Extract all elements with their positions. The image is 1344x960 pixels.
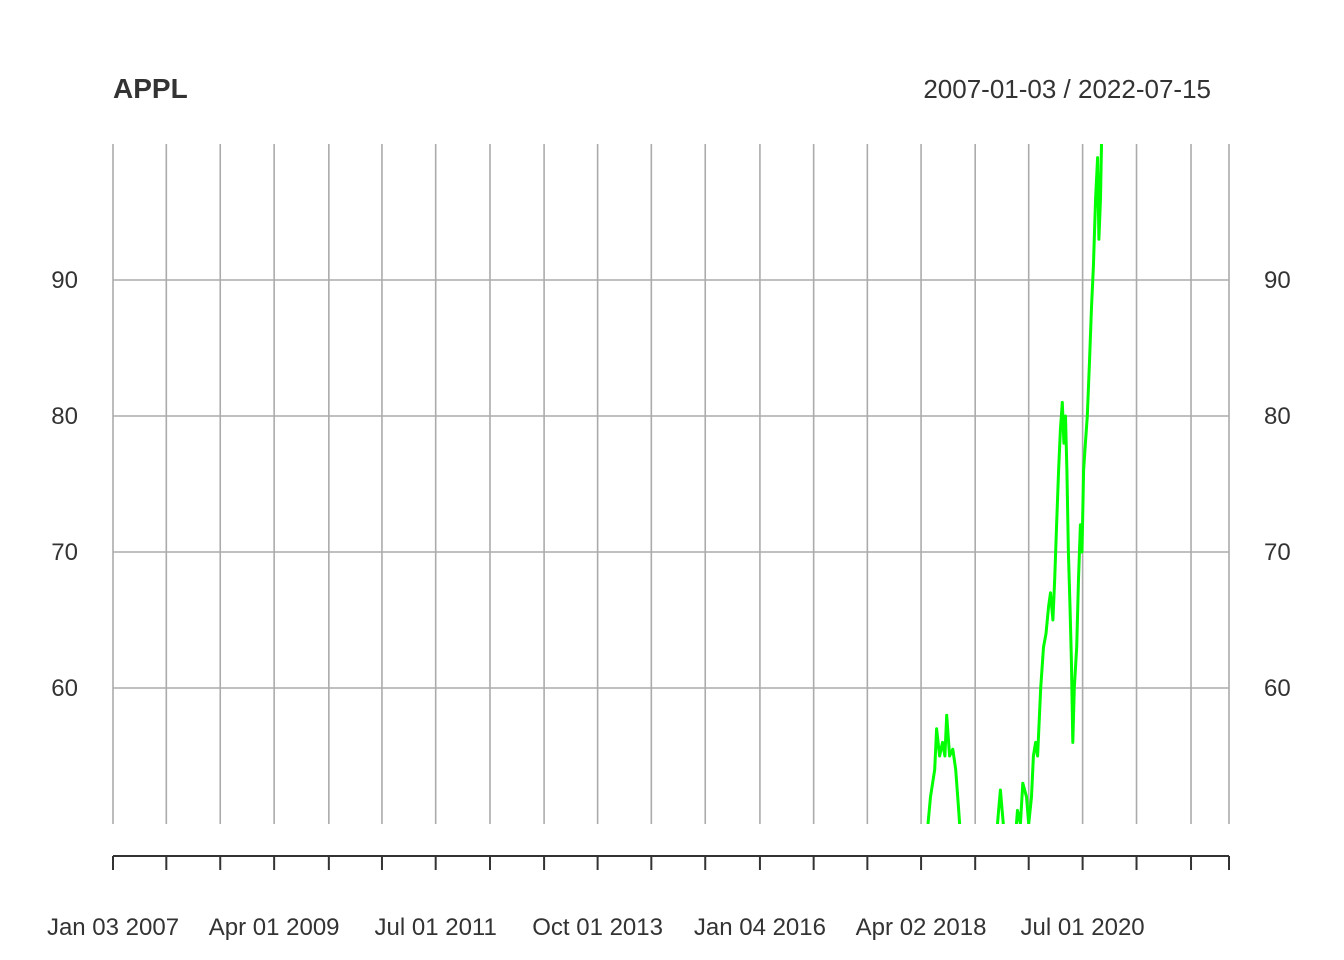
x-axis: [112, 855, 1230, 870]
y-tick-label-left: 60: [51, 675, 78, 702]
y-tick-label-left: 70: [51, 539, 78, 566]
y-tick-label-right: 90: [1264, 267, 1291, 294]
x-tick-label: Apr 02 2018: [856, 914, 987, 941]
y-tick-label-left: 80: [51, 403, 78, 430]
y-axis-labels: 60 60 70 70 80 80 90 90: [51, 267, 1290, 702]
y-tick-label-right: 80: [1264, 403, 1291, 430]
series-layer: [926, 144, 1103, 824]
x-tick-label: Jan 04 2016: [694, 914, 826, 941]
chart-title: APPL: [113, 73, 188, 104]
price-series-line: [926, 144, 1103, 824]
x-axis-labels: Jan 03 2007 Apr 01 2009 Jul 01 2011 Oct 01 …: [47, 914, 1145, 941]
date-range-label: 2007-01-03 / 2022-07-15: [923, 74, 1211, 104]
y-tick-label-right: 70: [1264, 539, 1291, 566]
grid: [112, 144, 1230, 824]
x-tick-label: Jan 03 2007: [47, 914, 179, 941]
x-tick-label: Jul 01 2011: [375, 914, 497, 941]
y-tick-label-left: 90: [51, 267, 78, 294]
x-tick-label: Jul 01 2020: [1021, 914, 1145, 941]
x-tick-label: Apr 01 2009: [209, 914, 340, 941]
y-tick-label-right: 60: [1264, 675, 1291, 702]
x-tick-label: Oct 01 2013: [532, 914, 663, 941]
